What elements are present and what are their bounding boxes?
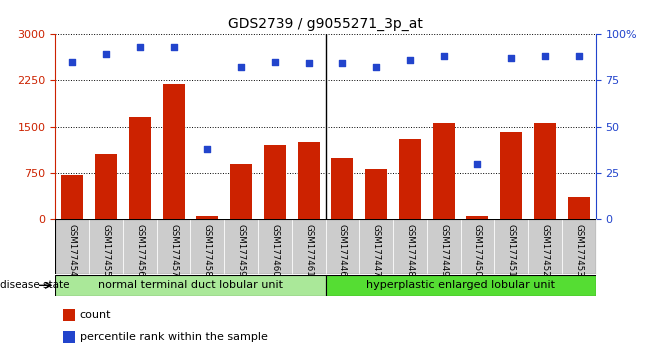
Point [236, 64, 246, 70]
Bar [163, 84, 184, 219]
Bar [230, 164, 252, 219]
Text: GSM177449: GSM177449 [439, 224, 448, 276]
Text: hyperplastic enlarged lobular unit: hyperplastic enlarged lobular unit [366, 280, 555, 290]
Bar [433, 124, 454, 219]
Bar [534, 124, 556, 219]
Text: count: count [79, 310, 111, 320]
Bar [224, 219, 258, 274]
Text: GSM177460: GSM177460 [270, 224, 279, 276]
Point [67, 59, 77, 64]
Bar [562, 219, 596, 274]
Bar [264, 145, 286, 219]
Text: GSM177457: GSM177457 [169, 224, 178, 276]
Bar [494, 219, 528, 274]
Bar [298, 142, 320, 219]
Bar [89, 219, 123, 274]
Bar [359, 219, 393, 274]
Bar [399, 139, 421, 219]
Point [169, 44, 179, 50]
Bar [331, 158, 353, 219]
Bar [528, 219, 562, 274]
Title: GDS2739 / g9055271_3p_at: GDS2739 / g9055271_3p_at [228, 17, 423, 31]
Bar [63, 309, 76, 321]
Bar [292, 219, 326, 274]
Bar [157, 219, 191, 274]
Bar [258, 219, 292, 274]
Bar [191, 219, 224, 274]
Text: GSM177456: GSM177456 [135, 224, 145, 276]
Bar [197, 216, 218, 219]
Bar [467, 216, 488, 219]
Point [506, 55, 516, 61]
Text: GSM177452: GSM177452 [540, 224, 549, 276]
Point [439, 53, 449, 59]
Text: GSM177458: GSM177458 [203, 224, 212, 276]
Point [405, 57, 415, 62]
Text: GSM177454: GSM177454 [68, 224, 77, 276]
Text: GSM177455: GSM177455 [102, 224, 111, 276]
Point [574, 53, 584, 59]
Point [270, 59, 280, 64]
Bar [568, 196, 590, 219]
Point [202, 146, 212, 152]
Bar [500, 131, 522, 219]
Point [540, 53, 550, 59]
Text: GSM177459: GSM177459 [236, 224, 245, 276]
Point [337, 61, 348, 66]
Text: disease state: disease state [0, 280, 70, 290]
Bar [55, 219, 596, 274]
Bar [129, 117, 151, 219]
Text: normal terminal duct lobular unit: normal terminal duct lobular unit [98, 280, 283, 290]
Bar [61, 175, 83, 219]
Text: GSM177450: GSM177450 [473, 224, 482, 276]
Bar [63, 331, 76, 343]
Bar [55, 275, 325, 296]
Text: GSM177447: GSM177447 [372, 224, 381, 276]
Point [371, 64, 381, 70]
Text: GSM177461: GSM177461 [304, 224, 313, 276]
Point [472, 161, 482, 167]
Point [135, 44, 145, 50]
Point [101, 51, 111, 57]
Bar [393, 219, 427, 274]
Bar [427, 219, 461, 274]
Bar [326, 275, 596, 296]
Bar [365, 169, 387, 219]
Bar [123, 219, 157, 274]
Text: GSM177446: GSM177446 [338, 224, 347, 276]
Bar [55, 219, 89, 274]
Bar [461, 219, 494, 274]
Bar [95, 154, 117, 219]
Text: GSM177451: GSM177451 [506, 224, 516, 276]
Point [303, 61, 314, 66]
Text: GSM177448: GSM177448 [406, 224, 415, 276]
Bar [326, 219, 359, 274]
Text: percentile rank within the sample: percentile rank within the sample [79, 332, 268, 342]
Text: GSM177453: GSM177453 [574, 224, 583, 276]
